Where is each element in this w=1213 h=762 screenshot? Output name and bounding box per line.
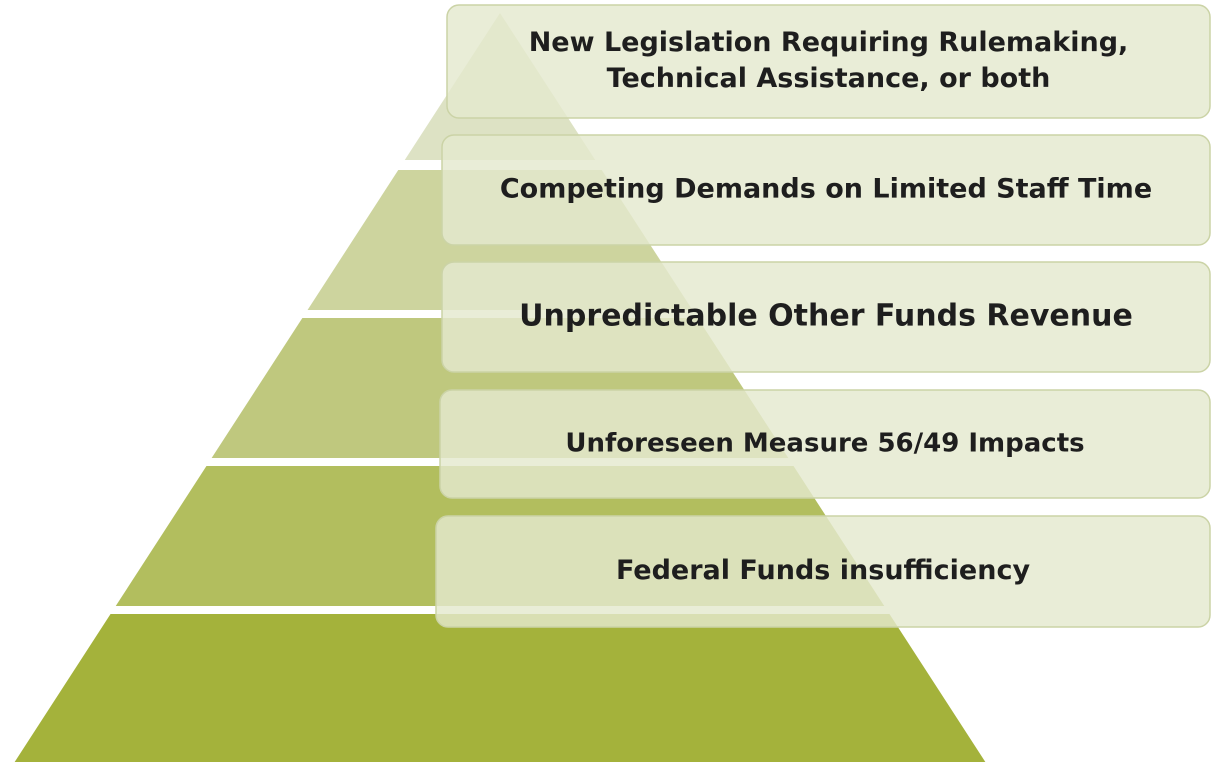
label-box <box>441 261 1211 373</box>
label-box <box>435 515 1211 628</box>
layer-label-box: Competing Demands on Limited Staff Time <box>441 134 1211 246</box>
label-box <box>446 4 1211 119</box>
label-box <box>441 134 1211 246</box>
pyramid-layer <box>14 614 986 762</box>
layer-label: Competing Demands on Limited Staff Time <box>500 174 1152 205</box>
layer-label: New Legislation Requiring Rulemaking, <box>529 27 1129 58</box>
layer-label-box: Federal Funds insufficiency <box>435 515 1211 628</box>
layer-label-box: Unforeseen Measure 56/49 Impacts <box>439 389 1211 499</box>
layer-label-box: Unpredictable Other Funds Revenue <box>441 261 1211 373</box>
layer-label: Technical Assistance, or both <box>607 63 1051 94</box>
layer-label: Unforeseen Measure 56/49 Impacts <box>565 429 1084 459</box>
layer-label: Unpredictable Other Funds Revenue <box>519 299 1133 334</box>
label-box <box>439 389 1211 499</box>
layer-label: Federal Funds insufficiency <box>616 555 1031 586</box>
layer-label-box: New Legislation Requiring Rulemaking, Tec… <box>446 4 1211 119</box>
